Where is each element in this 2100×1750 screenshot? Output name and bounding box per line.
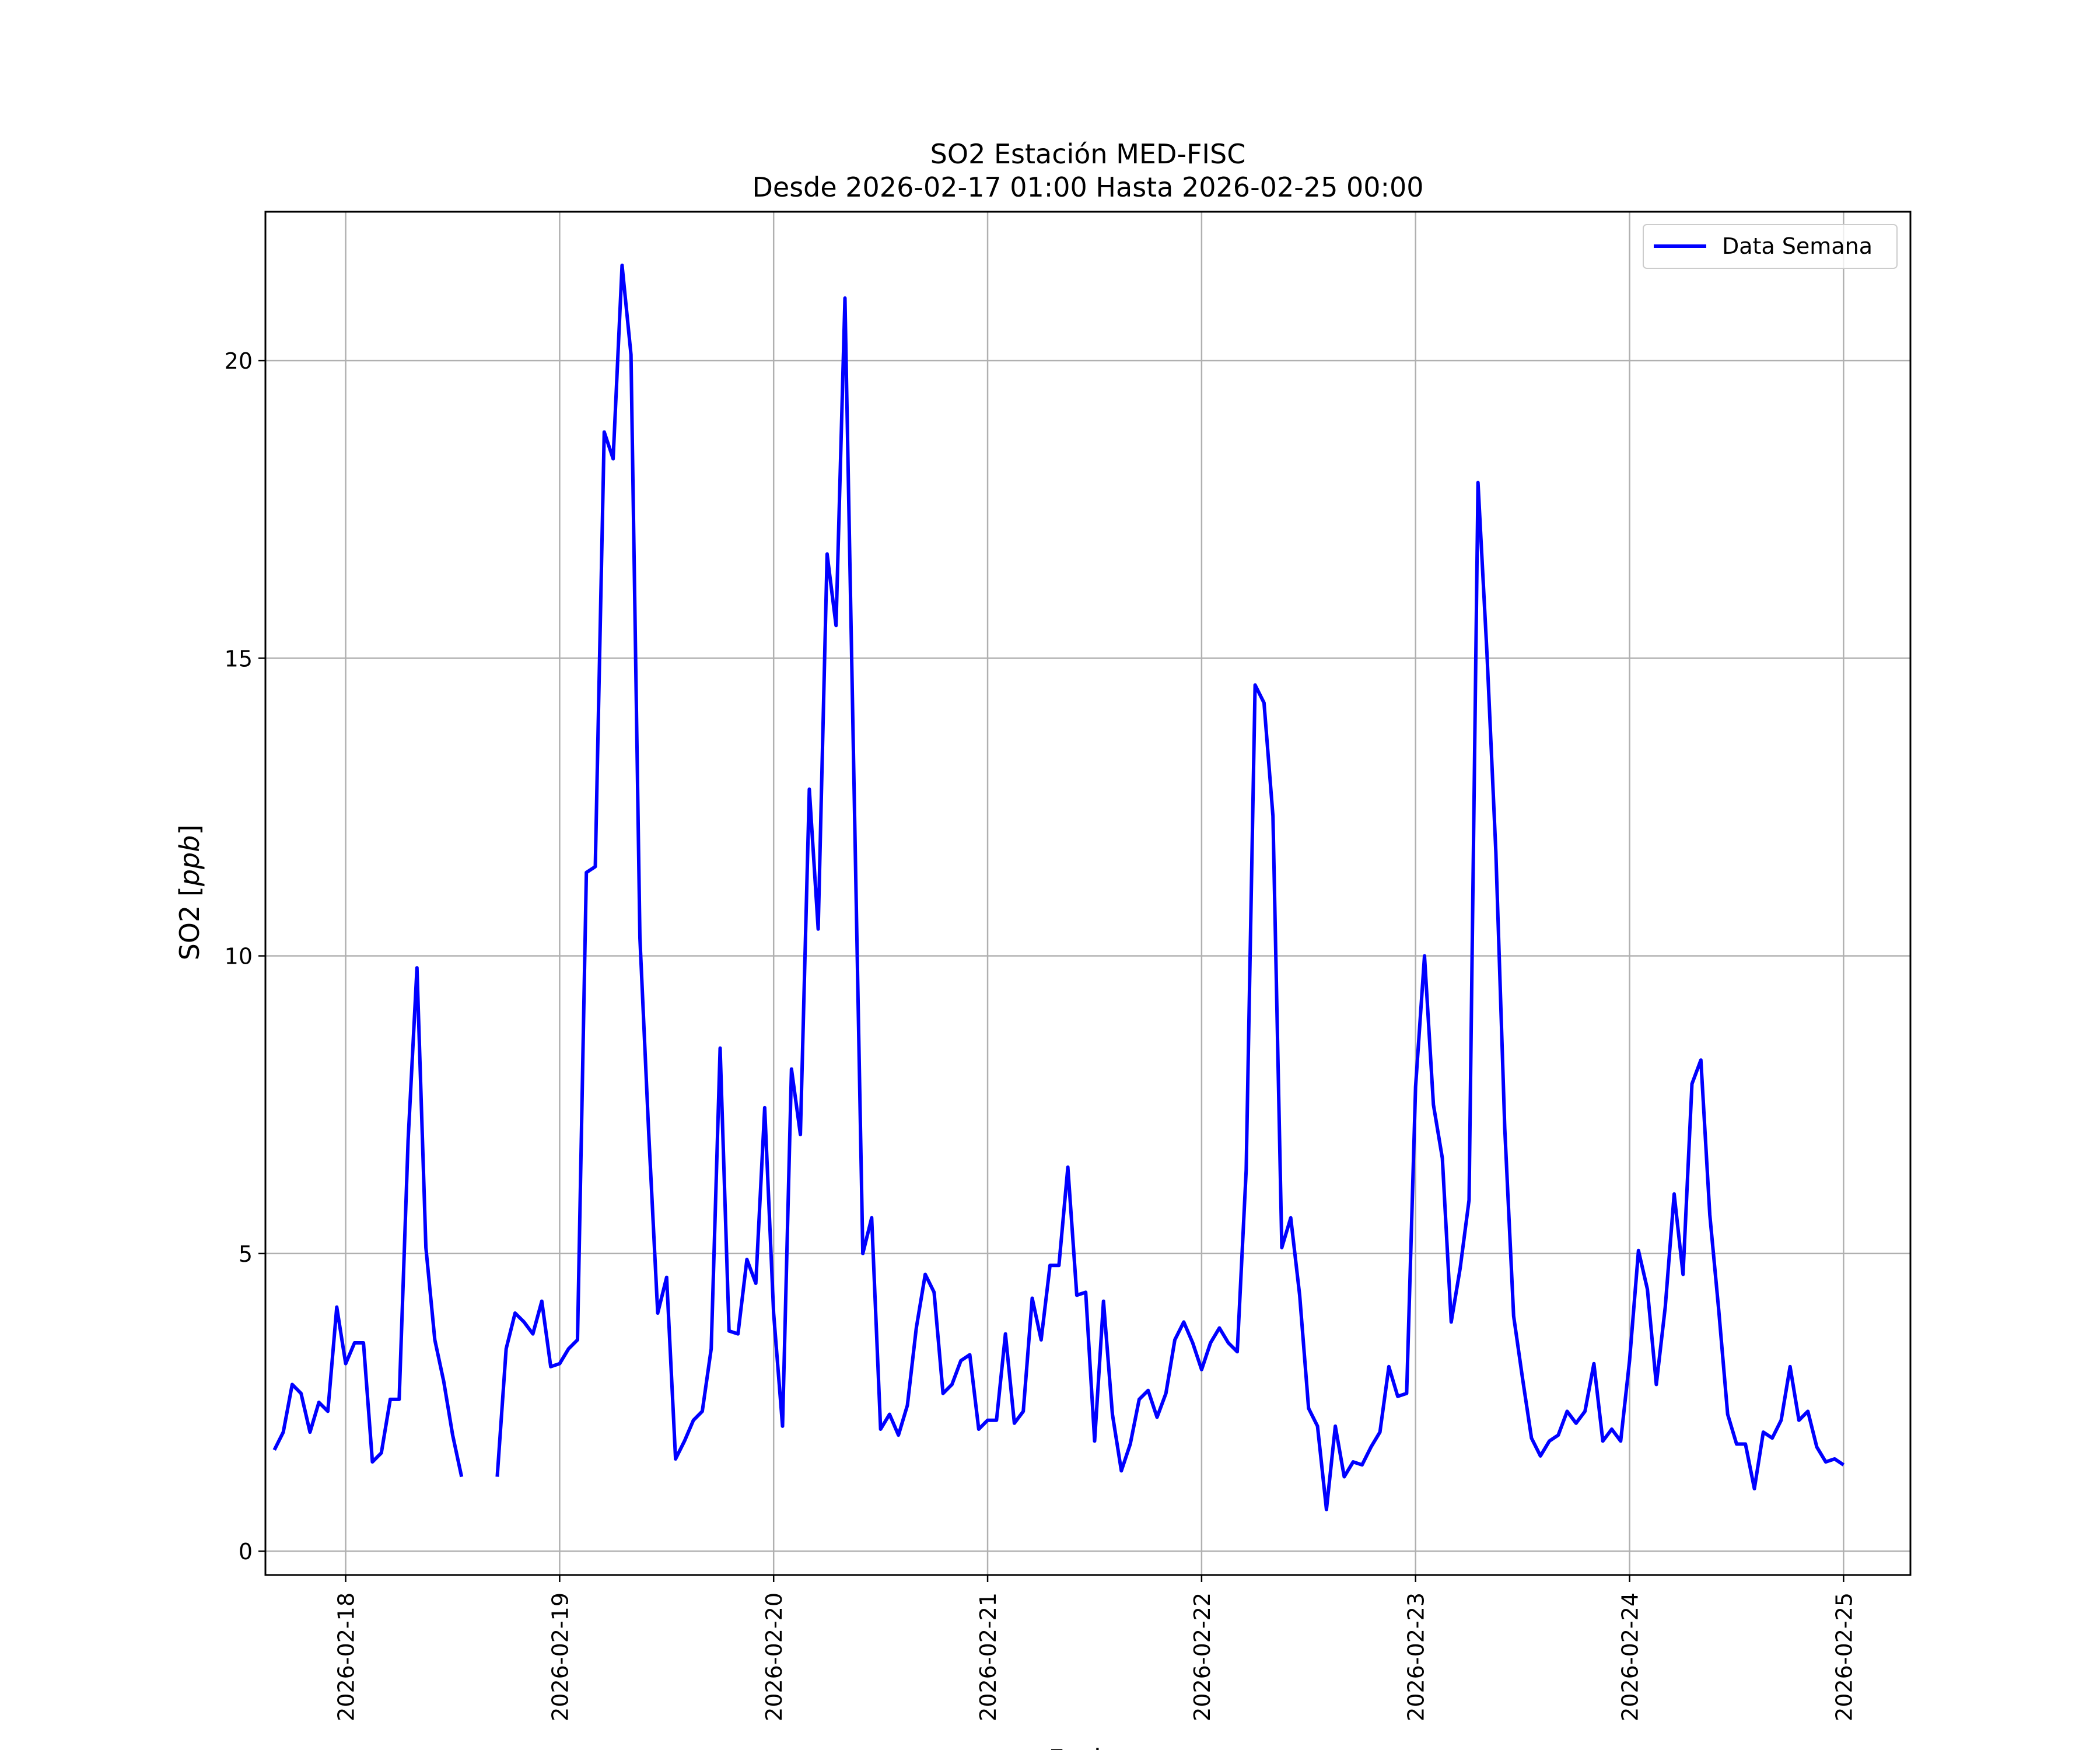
y-tick-label: 15	[225, 646, 253, 671]
x-tick-label: 2026-02-18	[334, 1592, 359, 1721]
legend: Data Semana	[1643, 224, 1898, 269]
y-tick-label: 20	[225, 348, 253, 374]
x-tick-label: 2026-02-23	[1404, 1592, 1429, 1721]
y-axis-label-unit: ppb	[174, 835, 205, 887]
y-axis-label: SO2 [ppb]	[174, 825, 205, 961]
series-lines	[272, 263, 1845, 1511]
y-tick-label: 0	[239, 1539, 253, 1564]
x-tick-label: 2026-02-25	[1831, 1592, 1857, 1721]
x-axis-label: Fecha	[1049, 1744, 1128, 1750]
series-line	[272, 263, 1845, 1511]
plot-frame	[264, 211, 1912, 1576]
plot-background	[265, 212, 1910, 1575]
chart-subtitle: Desde 2026-02-17 01:00 Hasta 2026-02-25 …	[752, 172, 1423, 203]
y-axis-label-prefix: SO2 [	[174, 886, 205, 960]
y-axis-label-suffix: ]	[174, 825, 205, 835]
legend-box	[1643, 224, 1898, 269]
legend-label: Data Semana	[1722, 233, 1873, 259]
x-tick-label: 2026-02-19	[547, 1592, 573, 1721]
x-tick-label: 2026-02-22	[1189, 1592, 1215, 1721]
grid	[265, 212, 1910, 1575]
y-tick-label: 5	[239, 1241, 253, 1267]
y-tick-label: 10	[225, 944, 253, 970]
axis-ticks: 2026-02-18 2026-02-19 2026-02-20 2026-02-21…	[225, 348, 1857, 1721]
chart-title: SO2 Estación MED-FISC	[930, 138, 1246, 170]
x-tick-label: 2026-02-24	[1618, 1592, 1643, 1721]
x-tick-label: 2026-02-21	[975, 1592, 1001, 1721]
x-tick-label: 2026-02-20	[761, 1592, 787, 1721]
